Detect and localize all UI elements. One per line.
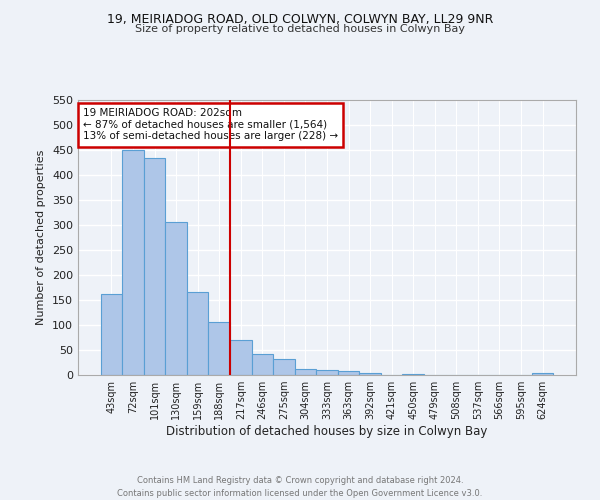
Bar — [101, 294, 122, 375]
Bar — [316, 370, 338, 375]
Bar — [403, 374, 424, 375]
Bar — [230, 340, 251, 375]
Bar — [446, 374, 467, 375]
Bar — [295, 369, 316, 375]
Bar — [122, 150, 144, 375]
Text: Size of property relative to detached houses in Colwyn Bay: Size of property relative to detached ho… — [135, 24, 465, 34]
Text: 19, MEIRIADOG ROAD, OLD COLWYN, COLWYN BAY, LL29 9NR: 19, MEIRIADOG ROAD, OLD COLWYN, COLWYN B… — [107, 12, 493, 26]
Bar — [187, 292, 208, 375]
Bar — [251, 354, 273, 375]
Bar — [338, 370, 359, 375]
Bar — [273, 358, 295, 375]
Y-axis label: Number of detached properties: Number of detached properties — [37, 150, 46, 325]
Bar — [424, 374, 446, 375]
Bar — [166, 222, 187, 375]
X-axis label: Distribution of detached houses by size in Colwyn Bay: Distribution of detached houses by size … — [166, 425, 488, 438]
Text: 19 MEIRIADOG ROAD: 202sqm
← 87% of detached houses are smaller (1,564)
13% of se: 19 MEIRIADOG ROAD: 202sqm ← 87% of detac… — [83, 108, 338, 142]
Bar — [359, 373, 381, 375]
Bar — [208, 322, 230, 375]
Bar — [532, 373, 553, 375]
Text: Contains HM Land Registry data © Crown copyright and database right 2024.
Contai: Contains HM Land Registry data © Crown c… — [118, 476, 482, 498]
Bar — [144, 158, 166, 375]
